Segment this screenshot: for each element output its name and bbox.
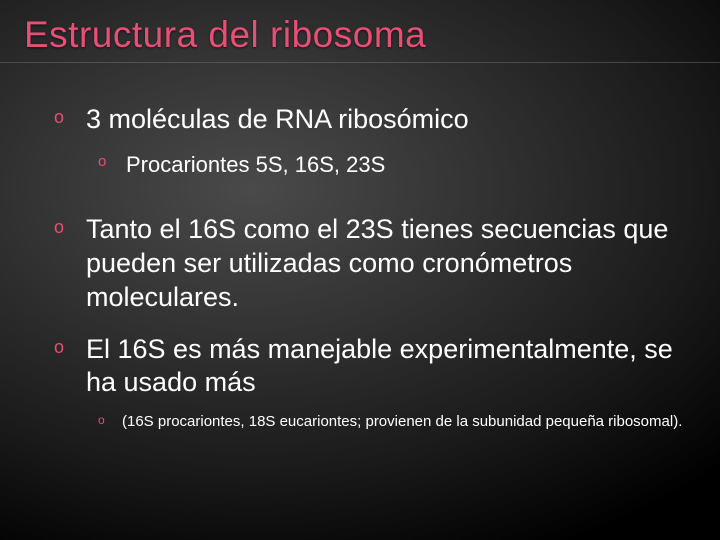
bullet-text: 3 moléculas de RNA ribosómico <box>86 103 686 137</box>
list-item: Tanto el 16S como el 23S tienes secuenci… <box>40 213 686 314</box>
slide: Estructura del ribosoma 3 moléculas de R… <box>0 0 720 540</box>
list-item: 3 moléculas de RNA ribosómico Procariont… <box>40 103 686 179</box>
bullet-text: El 16S es más manejable experimentalment… <box>86 333 686 401</box>
list-item: (16S procariontes, 18S eucariontes; prov… <box>86 412 686 432</box>
bullet-text: Procariontes 5S, 16S, 23S <box>126 151 686 180</box>
list-item: El 16S es más manejable experimentalment… <box>40 333 686 433</box>
bullet-list: 3 moléculas de RNA ribosómico Procariont… <box>40 103 686 432</box>
bullet-sublist: Procariontes 5S, 16S, 23S <box>86 151 686 180</box>
list-item: Procariontes 5S, 16S, 23S <box>86 151 686 180</box>
title-bar: Estructura del ribosoma <box>0 0 720 63</box>
slide-content: 3 moléculas de RNA ribosómico Procariont… <box>0 63 720 432</box>
bullet-sublist: (16S procariontes, 18S eucariontes; prov… <box>86 412 686 432</box>
bullet-text: Tanto el 16S como el 23S tienes secuenci… <box>86 213 686 314</box>
bullet-text: (16S procariontes, 18S eucariontes; prov… <box>122 412 686 432</box>
slide-title: Estructura del ribosoma <box>24 14 720 56</box>
